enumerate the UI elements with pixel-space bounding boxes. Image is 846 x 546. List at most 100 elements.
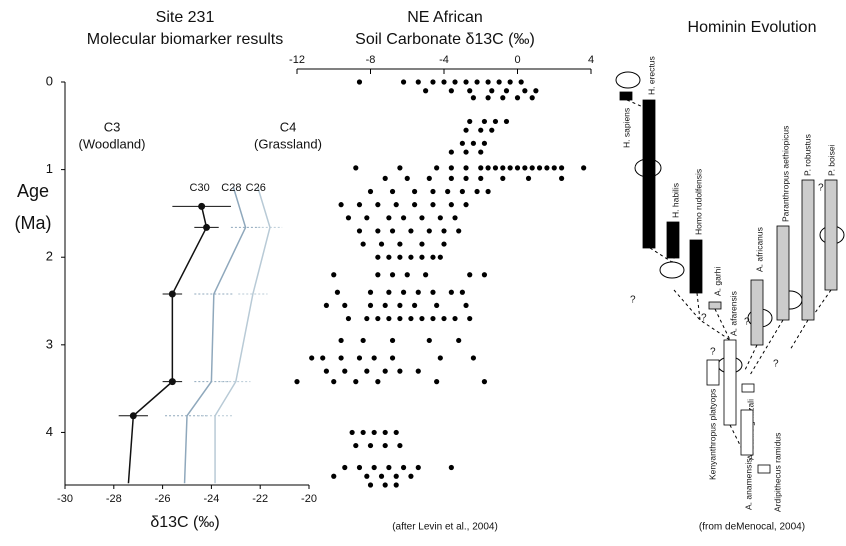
- point: [367, 302, 374, 309]
- y-axis-label: Age: [17, 181, 49, 201]
- point: [198, 202, 206, 210]
- point: [430, 202, 436, 208]
- point: [507, 165, 513, 171]
- point: [500, 165, 506, 171]
- point: [382, 175, 388, 181]
- point: [426, 337, 432, 344]
- point: [481, 118, 488, 125]
- point: [478, 175, 484, 181]
- taxon-range: [740, 409, 754, 456]
- point: [423, 88, 429, 94]
- point: [364, 215, 370, 221]
- point: [514, 95, 521, 101]
- point: [448, 464, 454, 471]
- y-tick-label: 3: [46, 336, 53, 351]
- point: [426, 228, 432, 234]
- point: [397, 254, 403, 260]
- point: [408, 473, 414, 479]
- point: [445, 188, 451, 195]
- point: [419, 254, 425, 260]
- taxon-label: H. sapiens: [621, 108, 631, 148]
- point: [353, 165, 359, 171]
- point: [397, 442, 403, 449]
- point: [353, 442, 359, 449]
- point: [503, 88, 510, 94]
- point: [448, 88, 454, 94]
- point: [448, 165, 454, 171]
- point: [356, 464, 363, 471]
- point: [492, 165, 499, 171]
- point: [500, 175, 506, 181]
- point: [168, 378, 176, 386]
- point: [389, 337, 396, 344]
- point: [463, 175, 469, 181]
- x-tick-label: -26: [155, 493, 171, 505]
- point: [485, 188, 491, 195]
- point: [382, 442, 388, 449]
- point: [448, 149, 454, 155]
- point: [448, 175, 454, 181]
- point: [360, 429, 366, 436]
- point: [353, 379, 359, 385]
- series-label: C30: [190, 182, 210, 194]
- point: [331, 272, 337, 278]
- point: [470, 355, 476, 361]
- point: [386, 315, 392, 322]
- point: [500, 95, 506, 101]
- point: [364, 473, 370, 479]
- point: [463, 202, 469, 208]
- point: [412, 188, 418, 195]
- point: [529, 95, 535, 101]
- point: [419, 241, 425, 247]
- point: [371, 355, 377, 361]
- point: [389, 355, 396, 361]
- point: [323, 368, 329, 374]
- question-mark: ?: [818, 183, 824, 194]
- taxon-label: A. afarensis: [728, 291, 738, 336]
- point: [393, 429, 399, 436]
- taxon-label: Ardipithecus ramidus: [772, 433, 782, 512]
- point: [459, 188, 465, 195]
- y-tick-label: 2: [46, 249, 53, 264]
- point: [338, 202, 344, 208]
- point: [452, 315, 458, 322]
- point: [393, 473, 399, 479]
- point: [478, 149, 484, 155]
- point: [459, 140, 465, 146]
- point: [478, 127, 484, 133]
- point: [503, 118, 510, 125]
- point: [430, 79, 436, 85]
- point: [408, 315, 414, 322]
- point: [382, 482, 388, 488]
- taxon-range: [824, 179, 838, 291]
- point: [382, 302, 388, 309]
- taxon-range: [801, 179, 815, 321]
- x-tick-label: -24: [203, 493, 219, 505]
- point: [371, 464, 377, 471]
- point: [349, 429, 355, 436]
- point: [375, 315, 381, 322]
- point: [525, 175, 532, 181]
- point: [423, 272, 429, 278]
- question-mark: ?: [744, 317, 750, 328]
- point: [437, 355, 443, 361]
- point: [415, 289, 421, 295]
- point: [342, 368, 348, 374]
- taxon-range: [666, 221, 680, 259]
- point: [364, 368, 370, 374]
- annotation: (Grassland): [254, 136, 322, 151]
- taxon-range: [708, 301, 722, 310]
- x-axis-label: δ13C (‰): [150, 514, 219, 531]
- question-mark: ?: [773, 359, 779, 370]
- point: [437, 254, 443, 260]
- point: [415, 368, 421, 374]
- point: [203, 223, 211, 231]
- taxon-label: H. erectus: [646, 56, 656, 95]
- question-mark: ?: [710, 347, 716, 358]
- taxon-label: Homo rudolfensis: [693, 169, 703, 235]
- point: [474, 79, 480, 85]
- point: [360, 337, 366, 344]
- point: [386, 289, 392, 295]
- point: [397, 241, 403, 247]
- series-line: [127, 206, 208, 484]
